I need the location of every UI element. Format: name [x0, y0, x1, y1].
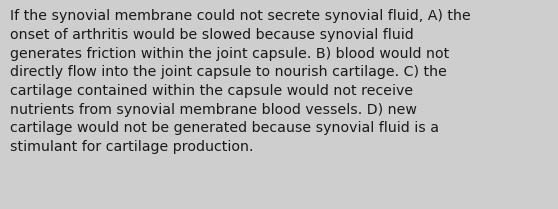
Text: If the synovial membrane could not secrete synovial fluid, A) the
onset of arthr: If the synovial membrane could not secre…: [10, 9, 471, 154]
